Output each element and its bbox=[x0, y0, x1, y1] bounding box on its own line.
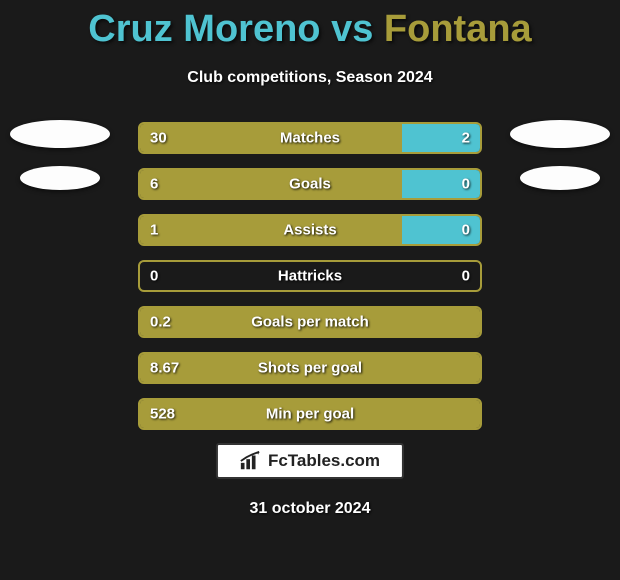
stat-value-player1: 1 bbox=[150, 222, 158, 239]
bar-fill-player1 bbox=[140, 170, 402, 198]
stat-value-player1: 6 bbox=[150, 176, 158, 193]
stat-label: Goals bbox=[289, 176, 331, 193]
stat-bar: 1 0 Assists bbox=[138, 214, 482, 246]
stat-bar: 6 0 Goals bbox=[138, 168, 482, 200]
stat-label: Hattricks bbox=[278, 268, 342, 285]
team-badge-icon bbox=[10, 120, 110, 148]
left-badges bbox=[10, 120, 110, 200]
stat-value-player2: 0 bbox=[462, 268, 470, 285]
watermark-text: FcTables.com bbox=[268, 451, 380, 471]
stat-value-player1: 0 bbox=[150, 268, 158, 285]
stat-label: Goals per match bbox=[251, 314, 369, 331]
stat-bar: 0.2 Goals per match bbox=[138, 306, 482, 338]
chart-icon bbox=[240, 451, 262, 471]
watermark: FcTables.com bbox=[216, 443, 404, 479]
stat-label: Matches bbox=[280, 130, 340, 147]
stat-label: Min per goal bbox=[266, 406, 354, 423]
player1-name: Cruz Moreno bbox=[88, 8, 320, 50]
stat-value-player2: 2 bbox=[462, 130, 470, 147]
stat-value-player1: 30 bbox=[150, 130, 167, 147]
stat-value-player1: 0.2 bbox=[150, 314, 171, 331]
comparison-title: Cruz Moreno vs Fontana bbox=[0, 0, 620, 51]
stats-bars: 30 2 Matches 6 0 Goals 1 0 Assists 0 0 Hattricks 0.2… bbox=[138, 122, 482, 444]
stat-bar: 0 0 Hattricks bbox=[138, 260, 482, 292]
right-badges bbox=[510, 120, 610, 200]
vs-text: vs bbox=[331, 8, 373, 50]
stat-bar: 528 Min per goal bbox=[138, 398, 482, 430]
stat-label: Shots per goal bbox=[258, 360, 362, 377]
team-badge-icon bbox=[510, 120, 610, 148]
stat-value-player2: 0 bbox=[462, 222, 470, 239]
stat-value-player2: 0 bbox=[462, 176, 470, 193]
team-badge-icon bbox=[520, 166, 600, 190]
bar-fill-player1 bbox=[140, 216, 402, 244]
bar-fill-player1 bbox=[140, 124, 402, 152]
stat-value-player1: 8.67 bbox=[150, 360, 179, 377]
date-text: 31 october 2024 bbox=[250, 500, 371, 518]
player2-name: Fontana bbox=[384, 8, 532, 50]
stat-label: Assists bbox=[283, 222, 336, 239]
stat-value-player1: 528 bbox=[150, 406, 175, 423]
stat-bar: 8.67 Shots per goal bbox=[138, 352, 482, 384]
subtitle: Club competitions, Season 2024 bbox=[0, 69, 620, 87]
stat-bar: 30 2 Matches bbox=[138, 122, 482, 154]
team-badge-icon bbox=[20, 166, 100, 190]
